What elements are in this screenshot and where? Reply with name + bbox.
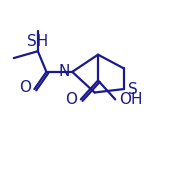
Text: O: O: [65, 92, 77, 107]
Text: S: S: [128, 82, 138, 97]
Text: N: N: [58, 64, 70, 79]
Text: OH: OH: [119, 92, 142, 107]
Text: SH: SH: [27, 34, 49, 49]
Text: O: O: [19, 80, 31, 95]
